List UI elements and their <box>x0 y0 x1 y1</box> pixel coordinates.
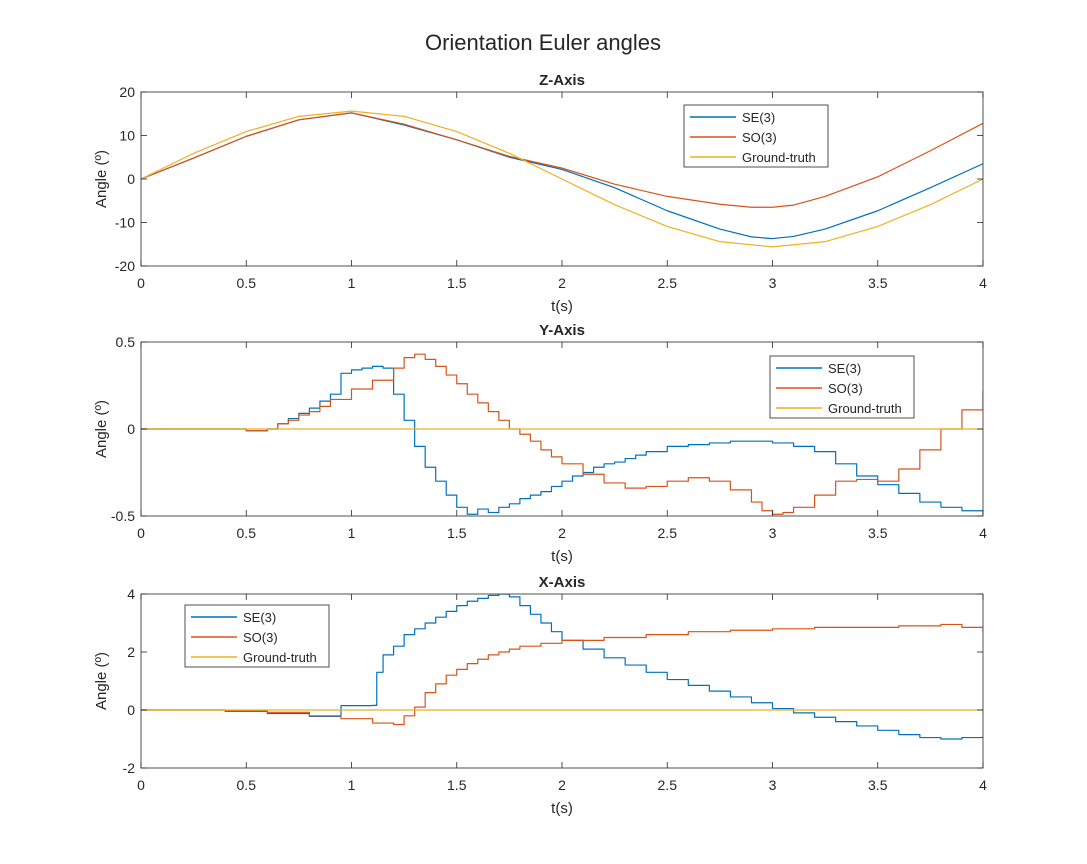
x-tick-label: 4 <box>979 275 987 291</box>
y-tick-label: 0 <box>127 171 135 187</box>
y-tick-label: 0 <box>127 421 135 437</box>
y-axis-label: Angle (º) <box>93 652 110 710</box>
legend-label: SO(3) <box>828 381 863 396</box>
series-line-so-3 <box>141 112 983 208</box>
y-tick-label: -0.5 <box>111 508 135 524</box>
legend: SE(3) SO(3) Ground-truth <box>184 604 330 668</box>
x-tick-label: 3.5 <box>868 525 888 541</box>
x-tick-label: 4 <box>979 777 987 793</box>
x-tick-label: 3 <box>769 525 777 541</box>
x-tick-label: 0 <box>137 275 145 291</box>
x-tick-label: 1.5 <box>447 275 467 291</box>
x-tick-label: 1 <box>348 525 356 541</box>
x-tick-label: 0.5 <box>237 525 257 541</box>
legend-label: Ground-truth <box>243 650 317 665</box>
series-line-se-3 <box>141 365 983 515</box>
subplot-title: Z-Axis <box>539 72 585 89</box>
y-tick-label: 4 <box>127 586 135 602</box>
x-tick-label: 1.5 <box>447 777 467 793</box>
x-tick-label: 3.5 <box>868 777 888 793</box>
y-tick-label: 10 <box>119 128 135 144</box>
subplot-title: X-Axis <box>539 574 586 591</box>
subplots: 0 0.5 1 1.5 2 2.5 3 3.5 4-20-1001020Z-Axist(s)An… <box>93 72 987 817</box>
x-tick-label: 2.5 <box>658 275 678 291</box>
legend: SE(3) SO(3) Ground-truth <box>683 104 829 168</box>
x-tick-label: 0 <box>137 777 145 793</box>
legend-label: Ground-truth <box>828 401 902 416</box>
subplot-1: 0 0.5 1 1.5 2 2.5 3 3.5 4 -20 -10 0 10 20 Z-Axis t(s) An… <box>93 72 987 315</box>
y-tick-label: 0 <box>127 702 135 718</box>
x-tick-label: 2 <box>558 777 566 793</box>
legend-label: SE(3) <box>742 110 775 125</box>
x-tick-label: 0.5 <box>237 275 257 291</box>
x-tick-label: 0 <box>137 525 145 541</box>
subplot-title: Y-Axis <box>539 322 585 339</box>
x-axis-label: t(s) <box>551 800 573 817</box>
y-tick-label: -20 <box>115 258 135 274</box>
x-tick-label: 2 <box>558 525 566 541</box>
x-tick-label: 1.5 <box>447 525 467 541</box>
series-line-ground-truth <box>141 110 983 248</box>
series-group <box>141 353 983 515</box>
figure-title: Orientation Euler angles <box>425 30 661 55</box>
legend-label: SO(3) <box>243 630 278 645</box>
y-tick-label: 0.5 <box>116 334 136 350</box>
series-group <box>141 594 983 740</box>
x-tick-label: 1 <box>348 777 356 793</box>
legend-label: SO(3) <box>742 130 777 145</box>
series-line-so-3 <box>141 623 983 726</box>
legend-label: Ground-truth <box>742 150 816 165</box>
series-group <box>141 110 983 248</box>
x-axis-label: t(s) <box>551 298 573 315</box>
legend-label: SE(3) <box>828 361 861 376</box>
x-tick-label: 4 <box>979 525 987 541</box>
x-tick-label: 3.5 <box>868 275 888 291</box>
x-axis-label: t(s) <box>551 548 573 565</box>
series-line-so-3 <box>141 353 983 515</box>
subplot-2: 0 0.5 1 1.5 2 2.5 3 3.5 4-0.500.5Y-Axist(s)Angle… <box>93 322 987 565</box>
x-tick-label: 3 <box>769 777 777 793</box>
x-tick-label: 0.5 <box>237 777 257 793</box>
x-tick-label: 1 <box>348 275 356 291</box>
series-line-se-3 <box>141 594 983 740</box>
x-tick-label: 2.5 <box>658 525 678 541</box>
x-tick-label: 2.5 <box>658 777 678 793</box>
legend: SE(3) SO(3) Ground-truth <box>769 355 915 419</box>
y-tick-label: 2 <box>127 644 135 660</box>
y-tick-label: 20 <box>119 84 135 100</box>
x-tick-label: 2 <box>558 275 566 291</box>
y-tick-label: -2 <box>123 760 136 776</box>
y-axis-label: Angle (º) <box>93 400 110 458</box>
x-tick-label: 3 <box>769 275 777 291</box>
y-axis-label: Angle (º) <box>93 150 110 208</box>
legend-label: SE(3) <box>243 610 276 625</box>
y-tick-label: -10 <box>115 215 135 231</box>
